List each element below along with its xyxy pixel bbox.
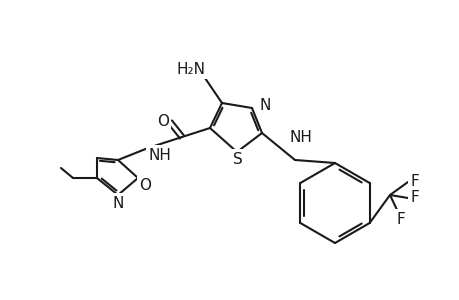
Text: O: O [139, 178, 151, 193]
Text: N: N [112, 196, 123, 211]
Text: H₂N: H₂N [176, 61, 205, 76]
Text: NH: NH [289, 130, 312, 146]
Text: NH: NH [148, 148, 171, 163]
Text: O: O [157, 113, 168, 128]
Text: S: S [233, 152, 242, 166]
Text: F: F [396, 212, 404, 226]
Text: F: F [410, 190, 419, 206]
Text: N: N [259, 98, 271, 113]
Text: F: F [410, 175, 419, 190]
